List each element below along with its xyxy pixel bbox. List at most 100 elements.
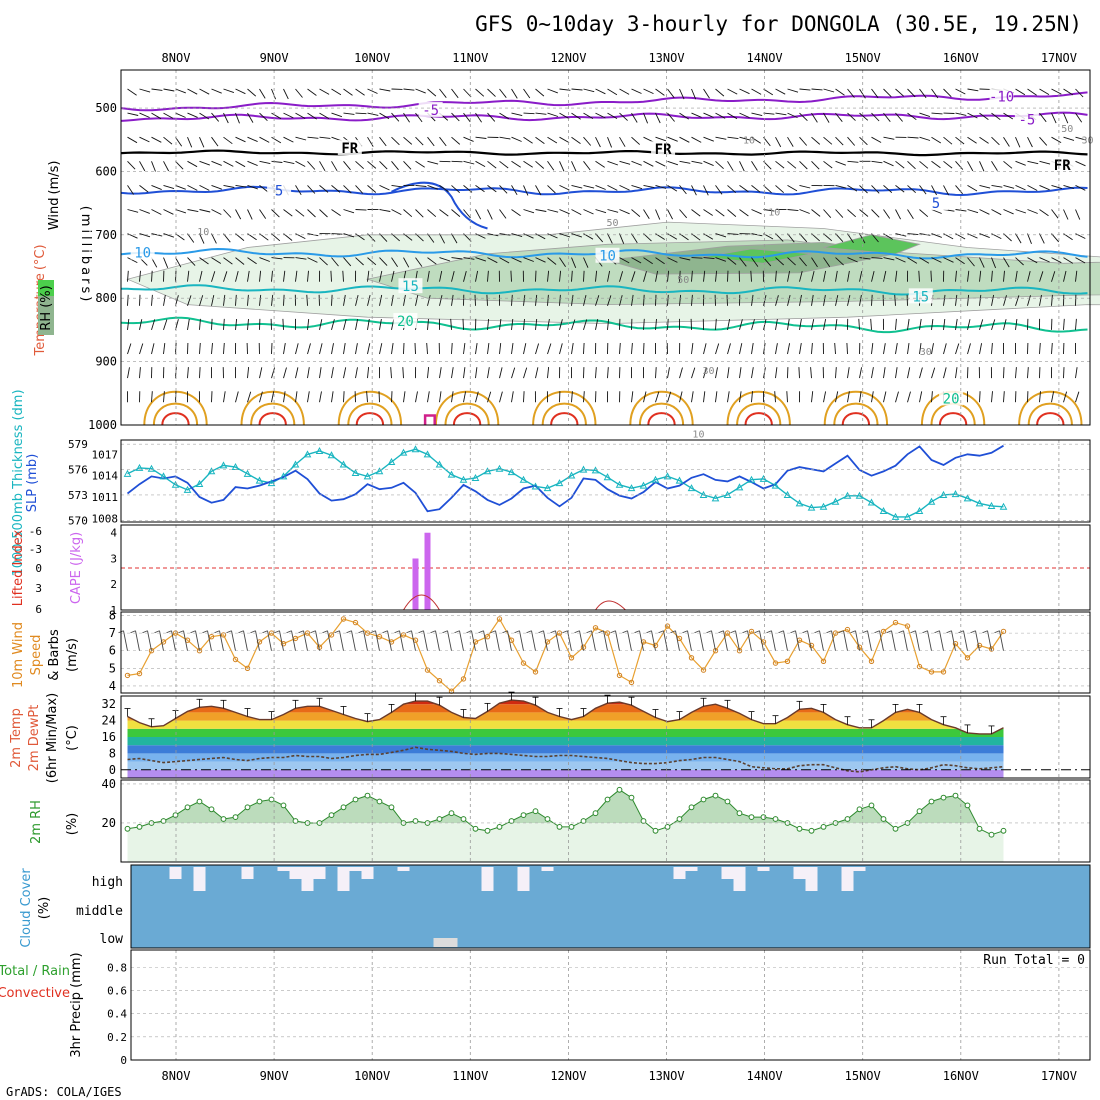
wind-barb [703, 209, 713, 216]
panel-frame-cross [120, 69, 1091, 426]
wind-barb [247, 136, 258, 143]
wind-barb [559, 209, 570, 215]
contour-label: FR [655, 142, 672, 158]
thickness-point [339, 460, 348, 468]
wind-barb [247, 112, 254, 123]
high-cloud-cell [757, 867, 770, 871]
wind-barb [223, 271, 228, 282]
wind-barb [1027, 270, 1031, 282]
contour-label: 5 [932, 196, 940, 212]
wind-barb [619, 88, 630, 95]
wind-barb [799, 160, 808, 170]
wind-barb [414, 342, 416, 355]
wind-barb [151, 136, 162, 143]
wind-barb [919, 88, 927, 99]
rh-point [736, 810, 743, 817]
wind-barb [427, 209, 437, 218]
rh-point [712, 792, 719, 799]
rh-point [172, 812, 179, 818]
wind-barb [1075, 88, 1084, 98]
wind-barb [774, 391, 776, 403]
wind-barb [727, 319, 731, 330]
wind-barb [787, 318, 790, 330]
wind-barb [1075, 257, 1086, 264]
precip-convective-label: Convective [0, 986, 70, 1001]
wind-barb [523, 294, 526, 306]
wind-barb [631, 391, 634, 403]
wind-barb [211, 160, 222, 166]
rh-point [856, 806, 863, 813]
wind-barb [787, 209, 799, 212]
wind-barb [847, 112, 856, 121]
wind-barb [1051, 209, 1059, 219]
wind-barb [679, 270, 681, 282]
cloud-label-group: Cloud Cover [19, 868, 34, 948]
wind-barb [631, 136, 641, 145]
thickness-point [975, 499, 984, 507]
thickness-point [555, 479, 564, 487]
wind-barb [631, 271, 636, 282]
wind-barb [523, 136, 533, 144]
wind-barb [127, 88, 137, 96]
temp-contour-20 [121, 316, 1088, 334]
surface-wind-barb [447, 630, 452, 651]
minmax-label: (6hr Min/Max) [45, 693, 60, 783]
wind-barb [631, 184, 643, 190]
wind-barb [366, 391, 368, 403]
wind-barb [751, 319, 755, 331]
wind-barb [631, 294, 634, 306]
wind-barb [751, 343, 754, 355]
wind-barb [1051, 271, 1056, 282]
wind-barb [1075, 160, 1086, 167]
wind-barb [1015, 137, 1021, 148]
wind-barb [379, 257, 388, 266]
wind-barb [691, 343, 694, 355]
wind-barb [559, 343, 563, 355]
wind-barb [643, 209, 650, 220]
wind-barb [463, 88, 472, 98]
rh-point [808, 827, 815, 834]
wind-barb [858, 318, 860, 330]
wind-barb [535, 136, 545, 144]
wind-speed-point [772, 660, 779, 666]
wind-barb [1039, 342, 1041, 355]
wind-speed-point [616, 672, 623, 679]
thickness-point [891, 512, 900, 520]
wind-barb [883, 160, 894, 167]
wind-barb [427, 318, 429, 330]
wind-barb [571, 209, 582, 215]
wind-barb [751, 209, 762, 215]
wind-barb [295, 88, 303, 98]
surface-wind-barb [327, 630, 332, 651]
wind-barb [739, 185, 749, 193]
wind-barb [451, 209, 461, 217]
wind-barb [967, 270, 970, 282]
surface-wind-barb [555, 630, 560, 651]
wind-barb [511, 88, 518, 99]
wind-barb [919, 257, 930, 264]
wind-barb [127, 209, 139, 213]
temp-tick: 24 [102, 714, 116, 728]
precip-total-label: Total / Rain [0, 964, 70, 979]
wind-speed-point [592, 625, 599, 631]
wind-barb [955, 367, 958, 379]
wind-barb [1015, 270, 1018, 282]
thickness-tick: 573 [68, 489, 88, 502]
wind-barb [523, 160, 533, 168]
surface-wind-barb [903, 630, 908, 651]
wind-speed-point [664, 623, 671, 629]
wind-barb [1039, 88, 1050, 95]
cape-tick: 1 [110, 604, 117, 617]
wind-barb [487, 160, 497, 169]
wind-barb [715, 257, 727, 262]
wind-barb [474, 294, 476, 306]
wind-barb [139, 112, 150, 118]
rh-point [820, 824, 827, 830]
wind-barb [979, 233, 990, 239]
wind-barb [787, 343, 791, 355]
thickness-point [327, 451, 336, 459]
thickness-label: 1000-500mb Thickness (dm) [11, 389, 26, 576]
temp-contour-5-dip [391, 181, 488, 230]
wind-barb [511, 391, 514, 403]
warm-arch [833, 402, 879, 426]
